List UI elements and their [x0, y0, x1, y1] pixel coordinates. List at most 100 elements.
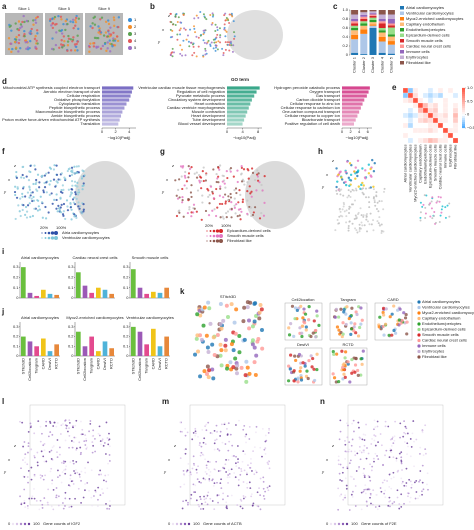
- spot: [260, 346, 265, 351]
- spot: [358, 325, 362, 330]
- spot: [228, 13, 231, 16]
- spot: [218, 301, 223, 306]
- legend-dot: [417, 344, 421, 348]
- method-label: STitch3D: [130, 358, 135, 374]
- spot: [299, 378, 304, 382]
- spot: [216, 494, 219, 497]
- spot: [74, 191, 77, 194]
- spot: [226, 176, 229, 180]
- spot: [22, 459, 24, 461]
- spot: [260, 183, 263, 187]
- method-label: STitch3D: [20, 358, 25, 374]
- panel-letter: c: [333, 2, 338, 11]
- spot: [227, 422, 230, 425]
- spot: [190, 493, 193, 496]
- spot: [216, 481, 218, 484]
- bar: [34, 346, 39, 356]
- spot: [62, 202, 66, 206]
- spot: [306, 376, 310, 381]
- spot: [32, 199, 36, 202]
- colorbar-label: 1.0: [467, 85, 473, 90]
- axis-label: y: [321, 184, 325, 189]
- spot: [199, 508, 202, 510]
- bar: [131, 326, 136, 356]
- spot: [45, 425, 47, 427]
- spot: [293, 354, 297, 358]
- spot: [193, 17, 196, 20]
- spot: [223, 23, 226, 26]
- bar: [21, 267, 26, 298]
- spot: [247, 464, 249, 467]
- go-title: GO term: [231, 77, 249, 82]
- spot: [27, 507, 29, 510]
- spot: [237, 484, 240, 487]
- spot: [15, 170, 18, 174]
- spot: [434, 221, 437, 224]
- spot: [315, 352, 319, 356]
- spot: [224, 303, 229, 308]
- spot: [59, 433, 62, 435]
- chart-title: Atrial cardiomyocytes: [21, 315, 59, 320]
- bar-segment: [360, 16, 368, 19]
- spot: [349, 459, 352, 462]
- heat-cell: [442, 97, 449, 104]
- spot: [300, 331, 304, 335]
- spot: [232, 20, 235, 23]
- spot: [219, 185, 222, 188]
- spot: [75, 448, 78, 451]
- spot: [264, 434, 267, 437]
- spot: [199, 442, 201, 444]
- spot: [180, 48, 183, 51]
- spot: [251, 470, 253, 472]
- spot: [30, 466, 33, 469]
- heat-cell: [432, 117, 439, 124]
- spot: [213, 429, 216, 432]
- spot: [13, 190, 17, 194]
- spot: [209, 43, 212, 46]
- spot: [446, 204, 449, 207]
- spot: [107, 443, 110, 446]
- spot: [64, 491, 67, 494]
- spot: [261, 428, 264, 430]
- spot: [35, 39, 38, 42]
- legend-label: Immune cells: [406, 49, 430, 54]
- method-label: CARD: [40, 358, 45, 369]
- spot: [209, 470, 212, 473]
- spot: [249, 206, 252, 209]
- y-tick-label: 0.2: [123, 274, 129, 279]
- spot: [424, 206, 427, 209]
- spot: [372, 503, 374, 506]
- spot: [236, 180, 239, 184]
- spot: [230, 12, 233, 15]
- bar: [54, 344, 59, 356]
- spot: [226, 199, 230, 202]
- spot: [66, 22, 69, 26]
- x-tick-label: 4: [358, 129, 361, 134]
- spot: [393, 501, 396, 503]
- spot: [341, 377, 345, 381]
- spot: [71, 198, 75, 201]
- spot: [400, 318, 404, 323]
- spot: [367, 474, 370, 477]
- heat-cell: [407, 87, 414, 94]
- spot: [47, 211, 50, 214]
- inset-frame: [374, 302, 413, 341]
- y-tick-label: 0.3: [68, 324, 74, 329]
- spot: [202, 441, 205, 444]
- legend-dot: [128, 18, 132, 22]
- spot: [34, 182, 37, 186]
- spot: [96, 36, 100, 40]
- spot: [17, 50, 20, 53]
- spot: [109, 505, 111, 507]
- legend-dot: [417, 333, 421, 337]
- spot: [363, 476, 366, 479]
- spot: [115, 35, 119, 38]
- spot: [231, 348, 236, 353]
- method-label: RCTD: [164, 358, 169, 369]
- spot: [36, 15, 39, 19]
- heat-cell: [442, 127, 449, 134]
- spot: [231, 444, 234, 447]
- spot: [312, 319, 316, 323]
- spot: [64, 19, 67, 23]
- spot: [234, 462, 237, 465]
